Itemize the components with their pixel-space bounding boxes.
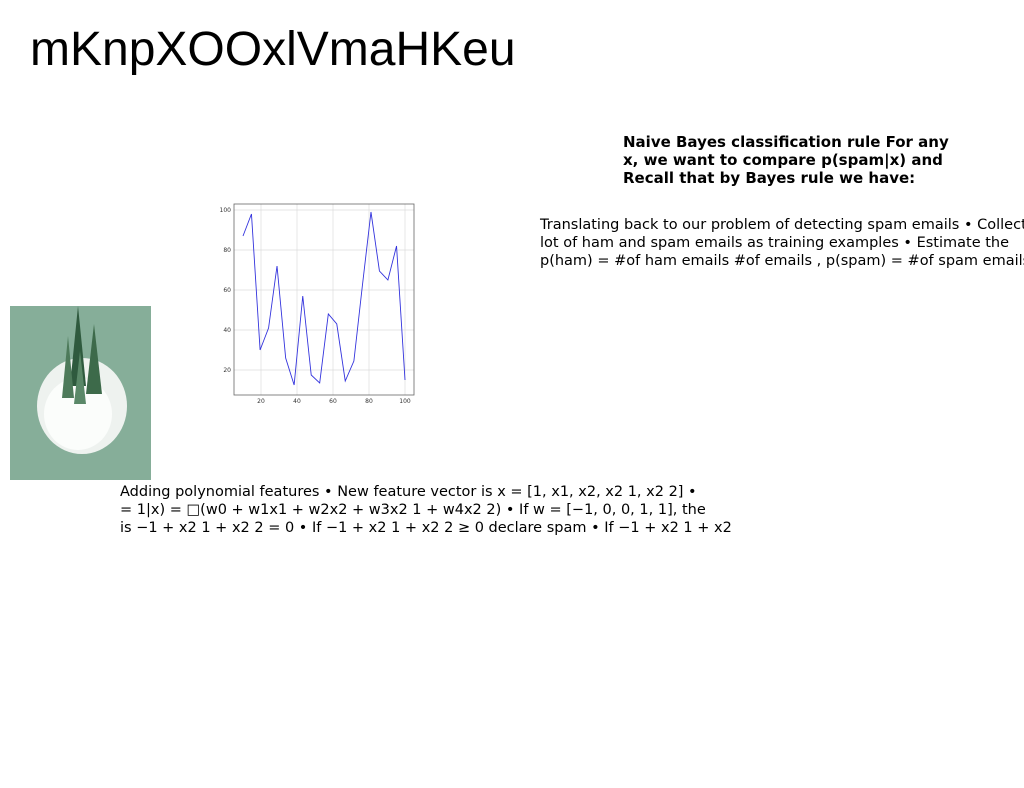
- data-line: [242, 211, 406, 386]
- text-line: Naive Bayes classification rule For any: [623, 133, 949, 151]
- x-tick-label: 20: [257, 398, 265, 405]
- y-tick-label: 60: [223, 287, 231, 294]
- y-tick-label: 80: [223, 247, 231, 254]
- text-block: Naive Bayes classification rule For any x…: [623, 133, 949, 187]
- photo: [10, 306, 151, 480]
- text-line: is −1 + x2 1 + x2 2 = 0 • If −1 + x2 1 +…: [120, 520, 732, 536]
- text-line: x, we want to compare p(spam|x) and: [623, 151, 943, 169]
- x-tick-label: 40: [293, 398, 301, 405]
- text-block: Adding polynomial features • New feature…: [120, 484, 732, 538]
- chart: 20 40 60 80 100 20 40 60 80 100: [220, 203, 415, 405]
- text-block: Translating back to our problem of detec…: [540, 217, 1024, 271]
- x-tick-label: 100: [399, 398, 411, 405]
- x-tick-label: 60: [329, 398, 337, 405]
- y-tick-label: 100: [220, 207, 232, 214]
- y-tick-label: 40: [223, 327, 231, 334]
- x-tick-label: 80: [365, 398, 373, 405]
- y-tick-label: 20: [223, 367, 231, 374]
- text-line: Recall that by Bayes rule we have:: [623, 169, 916, 187]
- slide-title: mKnpXOOxlVmaHKeu: [30, 23, 516, 76]
- text-line: = 1|x) = □(w0 + w1x1 + w2x2 + w3x2 1 + w…: [120, 502, 706, 518]
- text-line: lot of ham and spam emails as training e…: [540, 235, 1010, 251]
- text-line: p(ham) = #of ham emails #of emails , p(s…: [540, 253, 1024, 269]
- text-line: Translating back to our problem of detec…: [540, 217, 1024, 233]
- text-line: Adding polynomial features • New feature…: [120, 484, 697, 500]
- plot-frame: [233, 203, 415, 396]
